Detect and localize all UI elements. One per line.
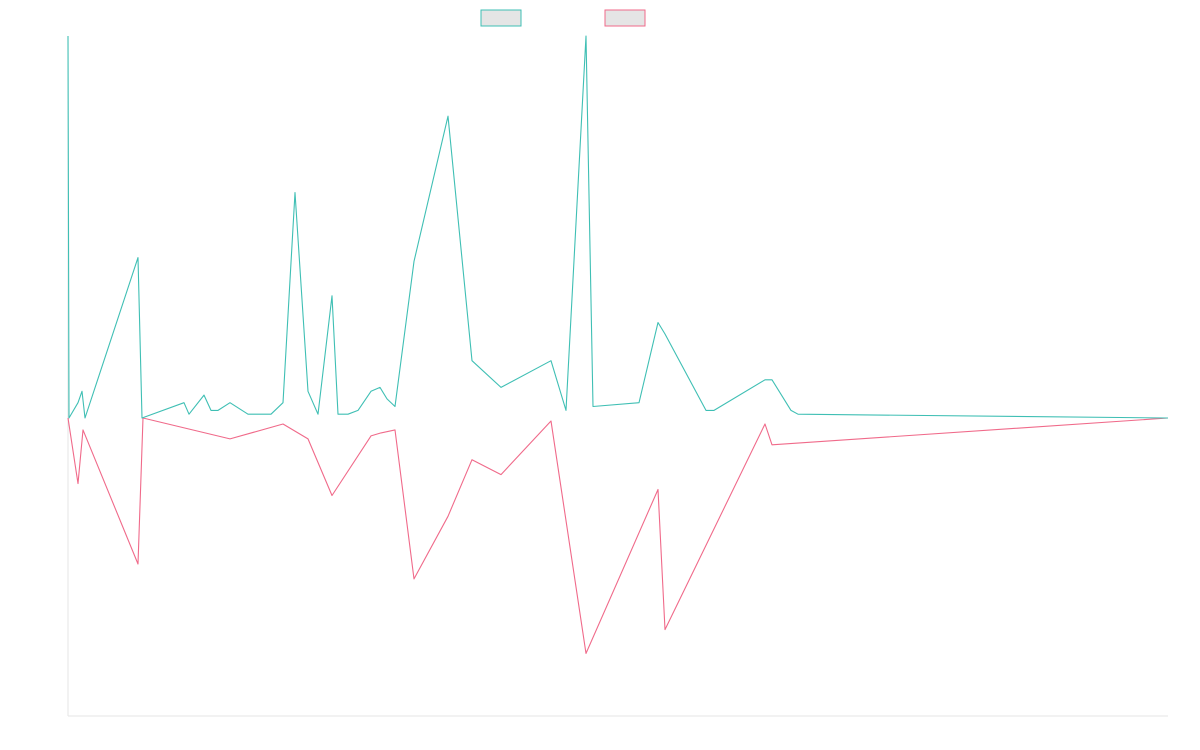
series-line-b [67,417,1169,654]
series-group [67,35,1169,654]
legend [480,9,646,27]
legend-swatch-b[interactable] [604,9,646,27]
legend-swatch-a[interactable] [480,9,522,27]
series-line-a [67,35,1169,419]
axes [67,36,1168,717]
